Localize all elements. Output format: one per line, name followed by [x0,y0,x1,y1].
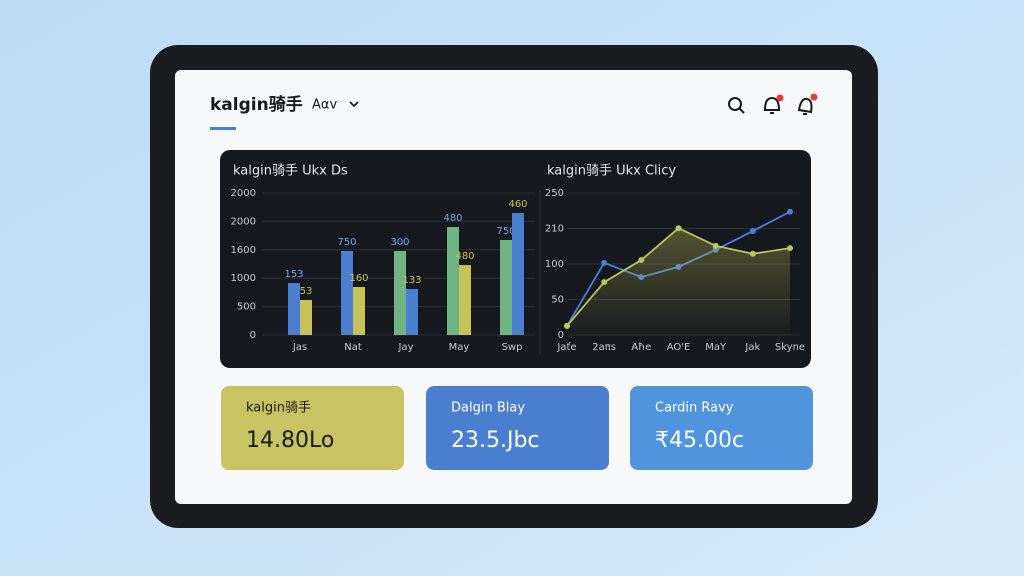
x-tick-label: Jay [398,342,414,353]
chevron[interactable] [349,101,359,108]
search-icon[interactable] [728,97,745,114]
x-tick-label: Jaťe [556,341,576,353]
stat-card [630,386,813,470]
tab-underline [210,127,236,130]
point [564,322,570,329]
x-tick-label: Aħe [631,342,651,353]
x-tick-label: 2aπs [592,342,616,353]
point [749,228,756,235]
bell-icon[interactable] [797,97,813,115]
x-tick-label: Nat [344,342,362,353]
bar-label: 460 [508,199,527,210]
x-tick-label: May [449,342,470,353]
toolbar-icons [728,96,813,115]
bar [500,239,512,335]
point [787,245,793,252]
stat-card [221,386,404,470]
y-tick-label: 1000 [231,273,256,284]
y-tick-label: 50 [551,295,564,306]
bar [459,265,471,335]
point [675,225,682,232]
y-tick-label: 1600 [231,245,256,256]
y-tick-label: 210 [545,224,564,235]
bar [406,288,418,335]
bar-label: 480 [455,251,474,262]
chart-title: kalgin骑手 Ukx Clicy [547,164,676,179]
x-tick-label: Swp [502,342,523,353]
y-tick-label: 500 [237,302,256,313]
point [787,208,793,215]
bell-icon[interactable] [763,96,781,114]
chart-title: kalgin骑手 Ukx Ds [233,164,348,179]
x-tick-label: AO'E [667,342,691,353]
area [567,228,790,335]
bar [353,287,365,335]
bar-label: 53 [300,286,313,297]
y-tick-label: 2000 [231,216,256,227]
notification-dot [810,93,818,101]
x-tick-label: MaY [705,342,727,353]
point [601,279,608,286]
card-label: kalgin骑手 [246,401,311,416]
bar-label: 480 [443,213,462,224]
y-tick-label: 0 [250,330,256,341]
notification-dot [776,94,784,102]
bar-label: 300 [390,237,409,248]
bar [394,250,406,335]
y-tick-label: 2000 [231,188,256,199]
point [749,250,756,257]
bar [512,212,524,335]
y-tick-label: 100 [545,259,564,270]
point [601,259,608,266]
bar-label: 153 [284,269,303,280]
card-label: Dalgin Blay [451,401,525,416]
app-title: kalgin骑手 [210,94,303,115]
bar-label: 133 [402,275,421,286]
y-tick-label: 250 [545,188,564,199]
app-subtitle[interactable]: Aαv [312,98,337,113]
card-value: ₹45.00c [655,428,744,453]
bar-label: 750 [337,237,356,248]
bar [288,283,300,335]
card-label: Cardin Ravy [655,401,734,416]
bar [341,250,353,335]
bar [300,300,312,335]
bar-label: 750 [496,226,515,237]
x-tick-label: Skyne [775,342,805,353]
card-value: 23.5.Jbc [451,428,540,453]
x-tick-label: Jas [292,342,307,353]
x-tick-label: Jak [744,342,760,353]
bar-label: 160 [349,273,368,284]
stat-card [426,386,609,470]
card-value: 14.80Lo [246,428,334,453]
point [712,242,719,249]
y-tick-label: 0 [558,330,564,341]
point [638,257,645,264]
bar [447,227,459,335]
